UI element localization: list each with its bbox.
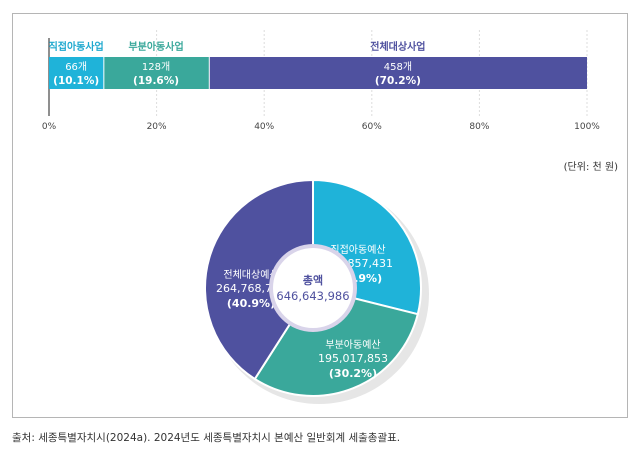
chart-frame: [12, 13, 628, 418]
slice-name: 직접아동예산: [330, 244, 385, 256]
percent-label: (19.6%): [133, 75, 179, 87]
bar-segment: [104, 57, 209, 89]
center-hole: [273, 248, 353, 328]
x-tick-label: 0%: [42, 122, 57, 132]
count-label: 458개: [384, 61, 412, 73]
slice-name: 부분아동예산: [325, 339, 380, 351]
x-tick-label: 20%: [147, 122, 167, 132]
percent-label: (10.1%): [53, 75, 99, 87]
category-label: 전체대상사업: [370, 40, 425, 53]
x-tick-label: 40%: [254, 122, 274, 132]
x-tick-label: 100%: [574, 122, 600, 132]
center-title: 총액: [303, 273, 323, 287]
pie-slice: [253, 286, 419, 397]
center-value: 646,643,986: [276, 289, 349, 303]
pie-slice: [204, 178, 314, 381]
x-tick-label: 60%: [362, 122, 382, 132]
bar-segment: [49, 57, 104, 89]
slice-value: 264,768,702: [216, 282, 286, 295]
count-label: 128개: [142, 61, 170, 73]
slice-percent: (40.9%): [227, 297, 275, 310]
source-note: 출처: 세종특별자치시(2024a). 2024년도 세종특별자치시 본예산 일…: [12, 432, 401, 444]
unit-label: (단위: 천 원): [563, 162, 618, 173]
x-tick-label: 80%: [469, 122, 489, 132]
bar-segment: [209, 57, 587, 89]
percent-label: (70.2%): [375, 75, 421, 87]
count-label: 66개: [65, 61, 87, 73]
slice-percent: (30.2%): [329, 367, 377, 380]
category-label: 부분아동사업: [128, 40, 183, 53]
slice-value: 195,017,853: [318, 352, 388, 365]
category-label: 직접아동사업: [49, 40, 104, 53]
slice-name: 전체대상예산: [223, 269, 278, 281]
